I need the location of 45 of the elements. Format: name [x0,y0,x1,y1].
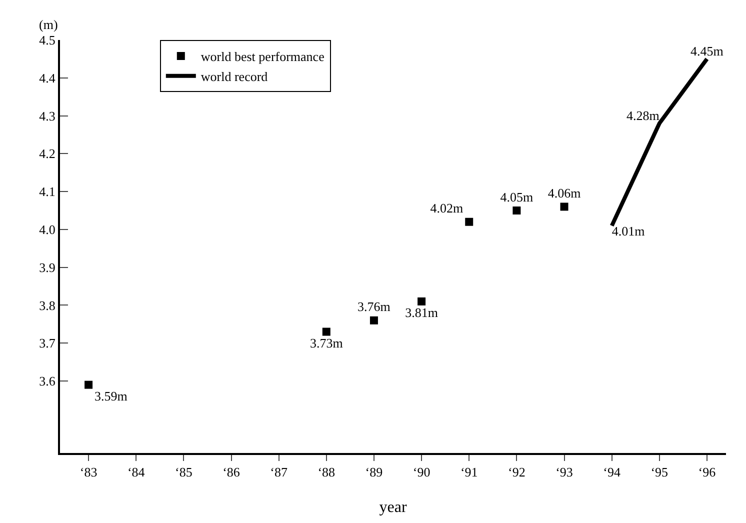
y-tick-label: 3.8 [39,298,56,313]
data-label: 4.01m [612,223,645,238]
x-tick-label: ‘95 [650,464,668,480]
y-tick-label: 4.0 [39,222,56,237]
point [512,206,521,214]
x-tick-label: ‘90 [412,464,430,480]
x-tick-label: ‘87 [270,464,288,480]
data-label: 3.81m [405,305,438,320]
y-tick-label: 4.5 [39,32,56,48]
x-tick-label: ‘88 [318,464,336,480]
legend-label: world record [200,68,268,84]
data-label: 4.06m [548,185,581,200]
point [370,316,378,324]
point [322,328,330,336]
data-label: 4.45m [690,44,724,59]
point [418,297,426,306]
data-label: 4.05m [500,189,534,204]
y-tick-label: 4.4 [39,70,56,86]
data-label: 4.02m [430,200,464,216]
y-tick-label: 4.2 [39,146,56,162]
point [560,202,568,211]
x-tick-label: ‘94 [603,464,621,480]
data-label: 3.76m [358,299,390,314]
x-tick-label: ‘89 [365,464,383,480]
x-tick-label: ‘86 [222,464,240,480]
y-tick-label: 3.7 [39,336,56,351]
y-tick-label: 4.1 [39,184,56,200]
x-tick-label: ‘85 [175,464,192,480]
y-tick-label: 3.9 [39,260,56,275]
point [465,218,474,226]
y-axis-title: (m) [39,17,58,32]
legend-label: world best performance [200,49,325,64]
x-tick-label: ‘96 [698,464,716,480]
x-tick-label: ‘84 [127,464,146,480]
data-label: 3.59m [94,388,128,404]
y-tick-label: 3.6 [39,374,56,389]
data-label: 4.28m [626,108,660,124]
x-tick-label: ‘91 [460,464,478,480]
y-tick-label: 4.3 [39,108,56,124]
data-label: 3.73m [310,336,343,350]
x-tick-label: ‘92 [508,464,526,480]
x-axis-title: year [379,499,408,516]
x-tick-label: ‘83 [80,464,98,480]
point [84,380,93,389]
x-tick-label: ‘93 [556,464,573,480]
